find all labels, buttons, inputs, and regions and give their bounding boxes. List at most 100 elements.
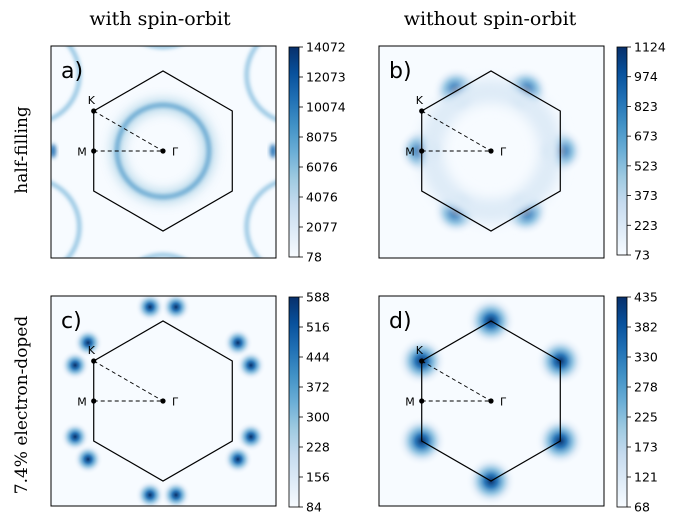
row-title-bottom: 7.4% electron-doped [12, 316, 32, 495]
outer-ring [147, 46, 179, 49]
colorbar: 14072 12073 10074 8075 6076 4076 2077 78 [288, 40, 346, 265]
colorbar-tick-label: 156 [306, 470, 330, 485]
label-k: K [416, 344, 424, 357]
outer-ring [245, 46, 276, 121]
colorbar-tick-label: 588 [306, 290, 330, 305]
intensity-pocket [222, 444, 253, 475]
axes-frame [378, 295, 605, 507]
colorbar-tick-label: 435 [634, 290, 658, 305]
colorbar-tick-label: 278 [634, 380, 658, 395]
colorbar-tick-label: 516 [306, 320, 330, 335]
intensity-pocket [235, 350, 266, 381]
column-title-right: without spin-orbit [404, 8, 577, 30]
outer-ring [51, 46, 81, 121]
colorbar-tick-label: 373 [634, 188, 658, 203]
intensity-pocket [235, 421, 266, 452]
axes-frame [50, 45, 277, 259]
colorbar: 1124 974 823 673 523 373 223 73 [616, 40, 666, 263]
brillouin-zone [93, 70, 233, 232]
colorbar-tick-label: 523 [634, 158, 658, 173]
heatmap-intensity [60, 296, 266, 506]
intensity-pocket [161, 296, 191, 322]
colorbar: 435 382 330 278 225 173 121 68 [616, 290, 658, 512]
panel-label: a) [61, 59, 83, 84]
colorbar-tick-label: 121 [634, 470, 658, 485]
row-title-top: half-filling [12, 106, 32, 194]
point-m [91, 398, 97, 404]
colorbar-tick-label: 974 [634, 69, 658, 84]
edge-spot [270, 144, 276, 158]
label-gamma: Γ [172, 396, 179, 409]
label-gamma: Γ [500, 146, 507, 159]
colorbar-tick-label: 8075 [306, 130, 338, 145]
axes-frame [50, 295, 277, 507]
edge-spot [51, 144, 56, 158]
intensity-pocket [135, 296, 165, 322]
colorbar-tick-label: 6076 [306, 160, 338, 175]
colorbar-tick-label: 68 [634, 500, 650, 512]
colorbar-tick-label: 223 [634, 218, 658, 233]
intensity-pocket [222, 327, 253, 358]
colorbar-tick-label: 10074 [306, 100, 346, 115]
point-gamma [488, 148, 494, 154]
colorbar-tick-label: 823 [634, 99, 658, 114]
colorbar-tick-label: 300 [306, 410, 330, 425]
panel-b: K M Γb) 1124 974 823 673 523 373 223 73 [378, 40, 666, 263]
intensity-pocket [161, 480, 191, 506]
point-k [419, 358, 425, 364]
panel-label: b) [389, 59, 412, 84]
column-title-left: with spin-orbit [89, 8, 231, 30]
point-gamma [488, 398, 494, 404]
path-k-gamma [421, 110, 492, 152]
brillouin-zone [421, 70, 561, 232]
colorbar-tick-label: 444 [306, 350, 330, 365]
label-m: M [77, 396, 87, 409]
panel-a: K M Γa) 14072 12073 10074 8075 6076 4076 2077 78 [50, 40, 346, 265]
label-m: M [405, 396, 415, 409]
label-m: M [405, 146, 415, 159]
colorbar-tick-label: 84 [306, 500, 322, 512]
intensity-pocket [60, 350, 91, 381]
colorbar-bar [616, 296, 628, 508]
colorbar-bar [288, 296, 300, 508]
label-gamma: Γ [500, 396, 507, 409]
colorbar-bar [288, 46, 300, 258]
label-m: M [77, 146, 87, 159]
intensity-pocket [60, 421, 91, 452]
panels: K M Γa) 14072 12073 10074 8075 6076 4076 2077 78 K M… [50, 40, 666, 512]
axes-frame [378, 45, 605, 259]
colorbar-tick-label: 1124 [634, 40, 666, 55]
point-m [91, 148, 97, 154]
outer-ring [51, 181, 81, 258]
point-k [419, 108, 425, 114]
intensity-pocket [135, 480, 165, 506]
point-k [91, 108, 97, 114]
colorbar-tick-label: 225 [634, 410, 658, 425]
point-m [419, 398, 425, 404]
colorbar-tick-label: 2077 [306, 220, 338, 235]
point-m [419, 148, 425, 154]
colorbar-tick-label: 78 [306, 250, 322, 265]
label-k: K [88, 344, 96, 357]
point-k [91, 358, 97, 364]
label-k: K [88, 94, 96, 107]
colorbar-tick-label: 372 [306, 380, 330, 395]
outer-ring [245, 181, 276, 258]
label-k: K [416, 94, 424, 107]
intensity-pocket [73, 327, 104, 358]
brillouin-zone [421, 320, 561, 482]
colorbar-tick-label: 228 [306, 440, 330, 455]
colorbar-tick-label: 4076 [306, 190, 338, 205]
path-k-gamma [93, 110, 164, 152]
colorbar-tick-label: 330 [634, 350, 658, 365]
outer-ring [142, 253, 184, 258]
colorbar-tick-label: 14072 [306, 40, 346, 55]
colorbar-tick-label: 673 [634, 129, 658, 144]
point-gamma [160, 148, 166, 154]
panel-c: K M Γc) 588 516 444 372 300 228 156 84 [50, 290, 330, 512]
panel-d: K M Γd) 435 382 330 278 225 173 121 68 [378, 290, 658, 512]
path-k-gamma [93, 360, 164, 402]
label-gamma: Γ [172, 146, 179, 159]
panel-label: d) [389, 309, 412, 334]
